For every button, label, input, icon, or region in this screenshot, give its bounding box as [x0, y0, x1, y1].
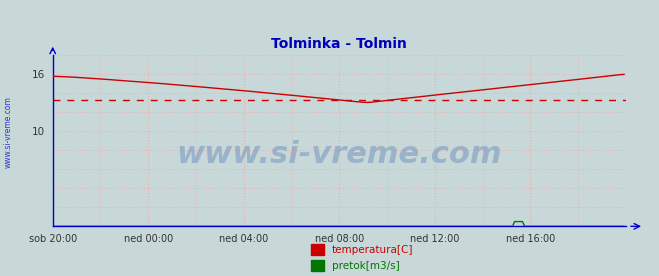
Legend: temperatura[C], pretok[m3/s]: temperatura[C], pretok[m3/s] [311, 244, 414, 271]
Title: Tolminka - Tolmin: Tolminka - Tolmin [272, 37, 407, 51]
Text: www.si-vreme.com: www.si-vreme.com [177, 140, 502, 169]
Text: www.si-vreme.com: www.si-vreme.com [4, 97, 13, 168]
